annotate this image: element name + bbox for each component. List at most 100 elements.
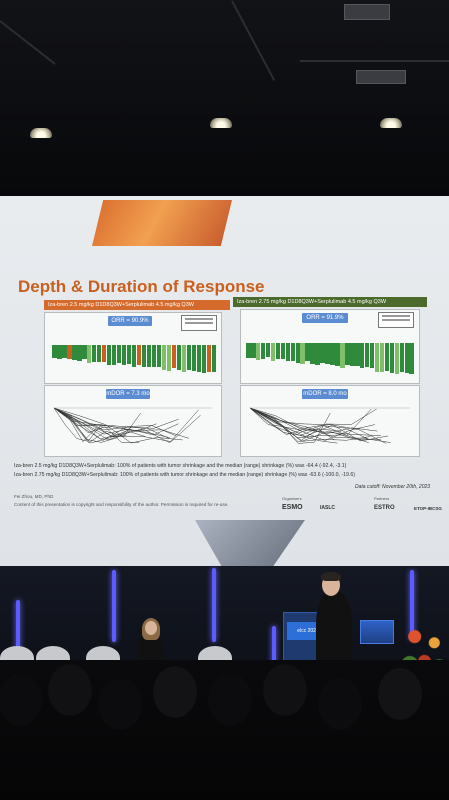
footnote-right-arm: Iza-bren 2.75 mg/kg D1D8Q3W+Serplulimab:… (14, 472, 355, 478)
left-orr-badge: ORR = 90.9% (108, 316, 152, 326)
estro-logo: ESTRO (374, 505, 395, 511)
iaslc-logo: IASLC (320, 505, 335, 511)
waterfall-bar (246, 343, 251, 358)
waterfall-bar (305, 343, 310, 362)
waterfall-bar (315, 343, 320, 365)
waterfall-bar (310, 343, 315, 365)
organisers-label: Organisers (282, 496, 302, 501)
waterfall-bar (374, 343, 380, 372)
waterfall-bar (176, 345, 182, 371)
right-arm-banner: Iza-bren 2.75 mg/kg D1D8Q3W+Serplulimab … (233, 297, 427, 307)
spider-line (53, 407, 157, 432)
right-spider-plot (240, 385, 420, 457)
partners-label: Partners (374, 496, 390, 501)
spider-line (249, 407, 387, 444)
speaker-hair (321, 572, 341, 581)
waterfall-bar (166, 345, 172, 372)
waterfall-bar (66, 345, 72, 359)
waterfall-bar (91, 345, 97, 363)
waterfall-bar (186, 345, 192, 371)
slide-copyright: Content of this presentation is copyrigh… (14, 502, 229, 507)
waterfall-bar (151, 345, 157, 367)
waterfall-bar (71, 345, 77, 360)
slide-author: Fei Zhou, MD, PhD (14, 494, 54, 499)
waterfall-bar (335, 343, 340, 367)
waterfall-bar (345, 343, 350, 366)
ceiling-lamp (30, 128, 52, 138)
waterfall-bar (61, 345, 67, 358)
stage-light-column (16, 600, 20, 658)
spider-line (249, 407, 389, 442)
speaker (316, 592, 352, 672)
right-waterfall-bars (246, 343, 415, 377)
spider-line (249, 407, 381, 436)
spider-line (249, 407, 391, 443)
slide-title: Depth & Duration of Response (18, 277, 265, 296)
spider-line (249, 407, 371, 442)
waterfall-bar (101, 345, 107, 363)
waterfall-bar (196, 345, 202, 373)
waterfall-bar (340, 343, 345, 369)
left-waterfall-bars (52, 345, 217, 377)
spider-line (53, 407, 111, 442)
waterfall-bar (161, 345, 167, 371)
waterfall-bar (300, 343, 306, 364)
spider-line (53, 407, 201, 442)
waterfall-bar (290, 343, 296, 361)
confidence-monitor (360, 620, 394, 644)
waterfall-bar (275, 343, 281, 359)
stage-light-column (272, 626, 276, 666)
venue-ceiling (0, 0, 449, 200)
waterfall-bar (330, 343, 335, 365)
ceiling-truss (300, 60, 449, 62)
esmo-logo: ESMO (282, 504, 303, 511)
etop-logo: ETOP-IBCSG (414, 506, 442, 511)
waterfall-bar (404, 343, 410, 373)
waterfall-bar (156, 345, 162, 367)
waterfall-bar (131, 345, 137, 367)
ceiling-fixture (344, 4, 390, 20)
waterfall-bar (56, 345, 62, 359)
waterfall-bar (136, 345, 142, 366)
waterfall-bar (260, 343, 266, 359)
left-spider-lines (53, 407, 212, 444)
spider-line (53, 407, 170, 440)
waterfall-bar (141, 345, 147, 368)
spider-line (53, 407, 140, 444)
stage-light-column (410, 570, 414, 640)
waterfall-bar (364, 343, 370, 368)
waterfall-bar (250, 343, 256, 358)
right-waterfall-legend (378, 312, 414, 328)
right-spider-lines (249, 407, 410, 444)
waterfall-bar (265, 343, 271, 358)
spider-line (249, 407, 342, 435)
spider-line (53, 407, 183, 444)
waterfall-bar (126, 345, 132, 365)
waterfall-bar (354, 343, 360, 367)
waterfall-bar (295, 343, 301, 364)
waterfall-bar (116, 345, 122, 363)
waterfall-bar (389, 343, 395, 373)
stage-light-column (112, 570, 116, 642)
waterfall-bar (191, 345, 197, 372)
waterfall-bar (121, 345, 127, 365)
spider-line (249, 407, 375, 441)
spider-line (249, 407, 331, 444)
waterfall-bar (379, 343, 385, 373)
panelist-head (145, 621, 157, 635)
left-waterfall-legend (181, 315, 217, 331)
slide-decoration (92, 200, 232, 246)
waterfall-bar (86, 345, 92, 363)
right-orr-badge: ORR = 91.9% (302, 313, 348, 323)
waterfall-bar (255, 343, 261, 360)
spider-line (53, 407, 179, 431)
waterfall-bar (384, 343, 390, 371)
left-arm-banner: Iza-bren 2.5 mg/kg D1D8Q3W+Serplulimab 4… (44, 300, 230, 310)
waterfall-bar (146, 345, 152, 368)
waterfall-bar (270, 343, 276, 361)
spider-line (53, 407, 199, 443)
waterfall-bar (399, 343, 405, 373)
waterfall-bar (394, 343, 400, 374)
footnote-left-arm: Iza-bren 2.5 mg/kg D1D8Q3W+Serplulimab: … (14, 463, 347, 469)
waterfall-bar (350, 343, 355, 366)
